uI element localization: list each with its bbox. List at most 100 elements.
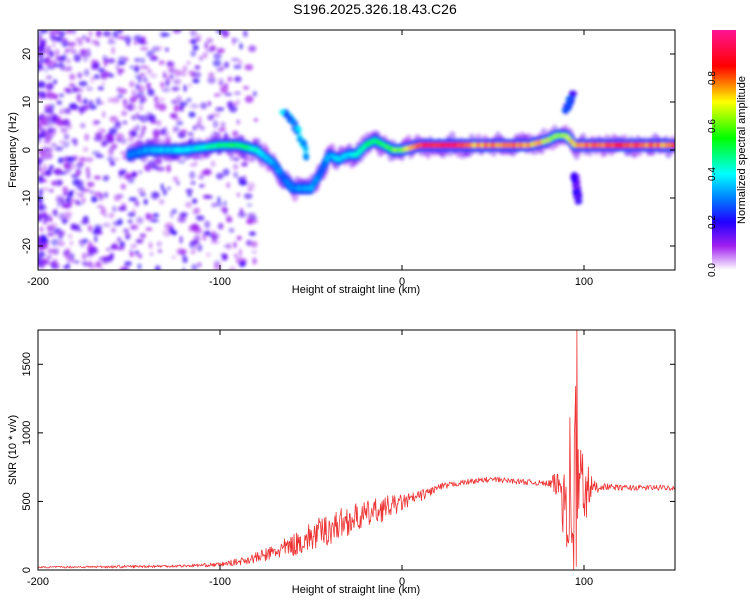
heatmap-noise-cell bbox=[171, 98, 178, 103]
heatmap-noise-cell bbox=[91, 39, 99, 45]
heatmap-noise-cell bbox=[120, 110, 128, 117]
heatmap-noise-cell bbox=[194, 34, 202, 42]
heatmap-noise-cell bbox=[78, 228, 82, 233]
heatmap-noise-cell bbox=[236, 119, 240, 125]
heatmap-noise-cell bbox=[87, 100, 94, 106]
heatmap-noise-cell bbox=[193, 207, 201, 214]
heatmap-noise-cell bbox=[115, 133, 125, 140]
heatmap-noise-cell bbox=[149, 73, 158, 79]
heatmap-noise-cell bbox=[211, 112, 217, 118]
heatmap-noise-cell bbox=[218, 81, 224, 86]
heatmap-noise-cell bbox=[239, 43, 243, 50]
heatmap-noise-cell bbox=[61, 218, 68, 225]
heatmap-noise-cell bbox=[185, 188, 193, 194]
heatmap-noise-cell bbox=[179, 212, 188, 217]
heatmap-noise-cell bbox=[183, 84, 187, 92]
heatmap-noise-cell bbox=[93, 175, 101, 180]
heatmap-noise-cell bbox=[80, 123, 86, 129]
heatmap-noise-cell bbox=[101, 140, 109, 146]
heatmap-noise-cell bbox=[139, 114, 149, 123]
heatmap-noise-cell bbox=[149, 219, 159, 223]
heatmap-noise-cell bbox=[78, 157, 87, 162]
heatmap-noise-cell bbox=[66, 261, 70, 270]
heatmap-noise-cell bbox=[236, 192, 241, 197]
heatmap-branch-cell bbox=[575, 193, 582, 200]
heatmap-noise-cell bbox=[143, 76, 148, 83]
heatmap-noise-cell bbox=[110, 142, 115, 151]
heatmap-noise-cell bbox=[254, 118, 258, 122]
heatmap-noise-cell bbox=[215, 201, 223, 207]
heatmap-noise-cell bbox=[46, 224, 56, 232]
heatmap-noise-cell bbox=[161, 87, 171, 92]
y-tick-label: 1000 bbox=[21, 421, 33, 445]
x-tick-label: -100 bbox=[209, 276, 231, 288]
heatmap-branch-cell bbox=[297, 136, 304, 143]
heatmap-noise-cell bbox=[104, 191, 109, 198]
heatmap-noise-cell bbox=[129, 65, 134, 69]
heatmap-noise-cell bbox=[173, 117, 182, 121]
heatmap-noise-cell bbox=[136, 115, 142, 120]
heatmap-noise-cell bbox=[162, 229, 172, 237]
heatmap-noise-cell bbox=[207, 101, 211, 106]
snr-series-line bbox=[38, 330, 675, 570]
heatmap-branch-cell bbox=[569, 90, 576, 97]
heatmap-noise-cell bbox=[140, 57, 146, 64]
heatmap-noise-cell bbox=[109, 135, 114, 141]
y-tick-label: 500 bbox=[21, 492, 33, 510]
heatmap-branch-cell bbox=[567, 95, 574, 102]
heatmap-noise-cell bbox=[195, 215, 205, 221]
heatmap-noise-cell bbox=[198, 55, 204, 62]
heatmap-noise-cell bbox=[86, 171, 91, 180]
heatmap-noise-cell bbox=[71, 174, 80, 178]
heatmap-noise-cell bbox=[43, 163, 47, 172]
x-tick-label: 0 bbox=[399, 276, 405, 288]
heatmap-noise-cell bbox=[111, 46, 116, 55]
heatmap-noise-cell bbox=[117, 56, 127, 64]
heatmap-noise-cell bbox=[41, 259, 50, 265]
heatmap-noise-cell bbox=[61, 37, 68, 45]
heatmap-noise-cell bbox=[73, 260, 80, 264]
heatmap-noise-cell bbox=[55, 56, 63, 62]
heatmap-noise-cell bbox=[66, 254, 71, 262]
heatmap-noise-cell bbox=[140, 65, 149, 69]
heatmap-noise-cell bbox=[159, 128, 166, 135]
heatmap-noise-cell bbox=[192, 125, 197, 131]
heatmap-noise-cell bbox=[251, 217, 258, 221]
heatmap-noise-cell bbox=[88, 241, 92, 248]
heatmap-noise-cell bbox=[54, 48, 60, 57]
heatmap-noise-cell bbox=[218, 78, 224, 82]
heatmap-noise-cell bbox=[63, 133, 70, 140]
heatmap-noise-cell bbox=[176, 180, 180, 186]
heatmap-noise-cell bbox=[102, 30, 112, 37]
heatmap-noise-cell bbox=[38, 260, 41, 267]
heatmap-noise-cell bbox=[75, 191, 82, 197]
heatmap-noise-cell bbox=[117, 94, 124, 99]
heatmap-noise-cell bbox=[149, 252, 154, 256]
heatmap-noise-cell bbox=[192, 78, 200, 84]
heatmap-noise-cell bbox=[233, 241, 237, 249]
colorbar-tick-label: 0.2 bbox=[707, 215, 718, 229]
heatmap-noise-cell bbox=[174, 69, 182, 77]
heatmap-noise-cell bbox=[150, 191, 159, 200]
plot-frame-border bbox=[37, 329, 676, 571]
heatmap-noise-cell bbox=[38, 30, 43, 38]
heatmap-noise-cell bbox=[146, 82, 151, 91]
heatmap-noise-cell bbox=[182, 65, 188, 72]
heatmap-noise-cell bbox=[252, 220, 259, 224]
heatmap-noise-cell bbox=[210, 240, 220, 244]
heatmap-noise-cell bbox=[213, 262, 222, 270]
colorbar-tick-label: 0.8 bbox=[707, 71, 718, 85]
heatmap-noise-cell bbox=[142, 125, 146, 134]
heatmap-noise-cell bbox=[107, 97, 112, 103]
heatmap-noise-cell bbox=[212, 120, 219, 129]
heatmap-noise-cell bbox=[125, 234, 130, 240]
heatmap-noise-cell bbox=[129, 96, 137, 103]
heatmap-noise-cell bbox=[220, 252, 226, 257]
heatmap-noise-cell bbox=[177, 160, 186, 164]
heatmap-noise-cell bbox=[237, 212, 247, 218]
heatmap-noise-cell bbox=[200, 102, 208, 110]
heatmap-noise-cell bbox=[136, 134, 144, 140]
heatmap-noise-cell bbox=[103, 174, 110, 180]
heatmap-noise-cell bbox=[78, 98, 82, 103]
heatmap-noise-cell bbox=[154, 101, 161, 110]
